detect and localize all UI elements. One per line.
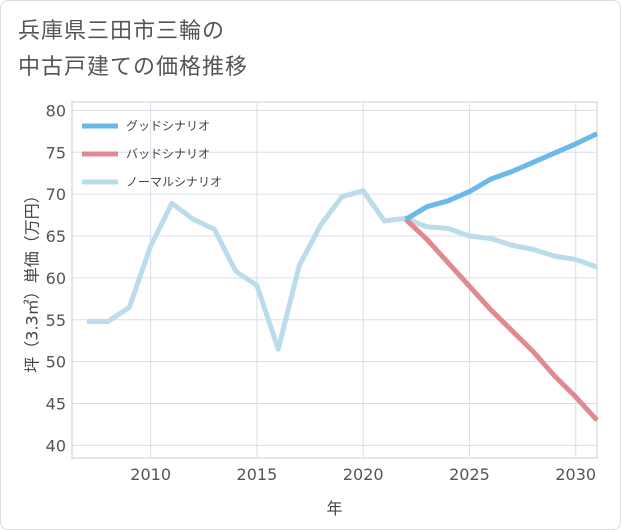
series-lines bbox=[86, 131, 599, 422]
legend-label-good: グッドシナリオ bbox=[126, 119, 210, 133]
x-tick-label: 2025 bbox=[449, 465, 490, 484]
plot-border bbox=[71, 101, 598, 459]
y-tick-label: 70 bbox=[46, 185, 66, 204]
y-axis-label: 坪（3.3㎡）単価（万円） bbox=[23, 187, 42, 372]
y-tick-label: 80 bbox=[46, 101, 66, 120]
y-tick-label: 45 bbox=[46, 395, 66, 414]
y-tick-label: 40 bbox=[46, 436, 66, 455]
y-tick-label: 55 bbox=[46, 311, 66, 330]
y-tick-label: 75 bbox=[46, 143, 66, 162]
chart-title-line-2: 中古戸建ての価格推移 bbox=[18, 55, 249, 80]
y-axis-ticks: 40 45 50 55 60 65 70 75 80 bbox=[46, 101, 66, 455]
chart-title: 兵庫県三田市三輪の 中古戸建ての価格推移 bbox=[18, 14, 248, 86]
legend-label-normal: ノーマルシナリオ bbox=[126, 175, 222, 189]
x-tick-label: 2015 bbox=[237, 465, 278, 484]
x-tick-label: 2010 bbox=[130, 465, 171, 484]
y-tick-label: 65 bbox=[46, 227, 66, 246]
x-tick-label: 2030 bbox=[555, 465, 596, 484]
legend-label-bad: バッドシナリオ bbox=[126, 147, 210, 161]
series-line-bad bbox=[403, 217, 599, 422]
x-axis-label: 年 bbox=[326, 499, 342, 518]
x-tick-label: 2020 bbox=[343, 465, 384, 484]
chart-title-line-1: 兵庫県三田市三輪の bbox=[18, 19, 226, 44]
series-line-good bbox=[404, 131, 599, 222]
series-line-normal bbox=[86, 188, 598, 352]
y-tick-label: 60 bbox=[46, 269, 66, 288]
grid-lines bbox=[72, 102, 597, 458]
x-axis-ticks: 2010 2015 2020 2025 2030 bbox=[130, 465, 596, 484]
legend: グッドシナリオ バッドシナリオ ノーマルシナリオ bbox=[82, 119, 222, 189]
y-tick-label: 50 bbox=[46, 353, 66, 372]
plot-area bbox=[71, 101, 598, 459]
